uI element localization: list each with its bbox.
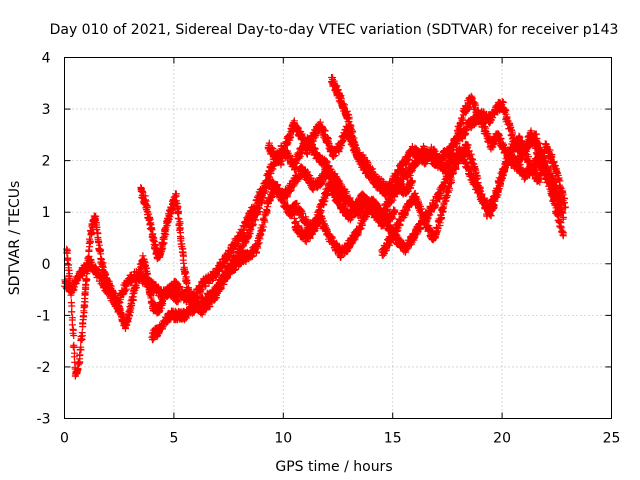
data-point bbox=[81, 298, 89, 306]
series-track-b bbox=[63, 212, 182, 380]
data-point bbox=[176, 283, 184, 290]
grid bbox=[64, 57, 612, 419]
data-series bbox=[61, 74, 570, 380]
data-point bbox=[318, 179, 326, 187]
data-point bbox=[68, 308, 76, 316]
data-point bbox=[82, 275, 90, 283]
data-point bbox=[98, 256, 106, 264]
series-track-d bbox=[148, 179, 399, 344]
data-point bbox=[99, 263, 107, 271]
data-point bbox=[119, 291, 127, 298]
data-point bbox=[97, 250, 105, 258]
data-point bbox=[76, 358, 84, 366]
data-point bbox=[64, 254, 72, 262]
data-point bbox=[109, 288, 117, 296]
data-point bbox=[83, 267, 91, 275]
data-point bbox=[77, 346, 85, 354]
data-point bbox=[287, 186, 295, 194]
data-point bbox=[91, 215, 99, 223]
data-point bbox=[67, 291, 75, 299]
data-point bbox=[286, 187, 294, 195]
data-point bbox=[212, 273, 220, 281]
data-point bbox=[78, 332, 86, 340]
data-point bbox=[215, 267, 223, 275]
data-point bbox=[67, 299, 75, 307]
data-point bbox=[70, 332, 78, 339]
data-point bbox=[123, 285, 131, 293]
data-point bbox=[80, 309, 88, 317]
data-point bbox=[88, 228, 96, 236]
chart-title: Day 010 of 2021, Sidereal Day-to-day VTE… bbox=[50, 22, 619, 38]
data-point bbox=[83, 276, 91, 284]
data-point bbox=[86, 237, 94, 245]
